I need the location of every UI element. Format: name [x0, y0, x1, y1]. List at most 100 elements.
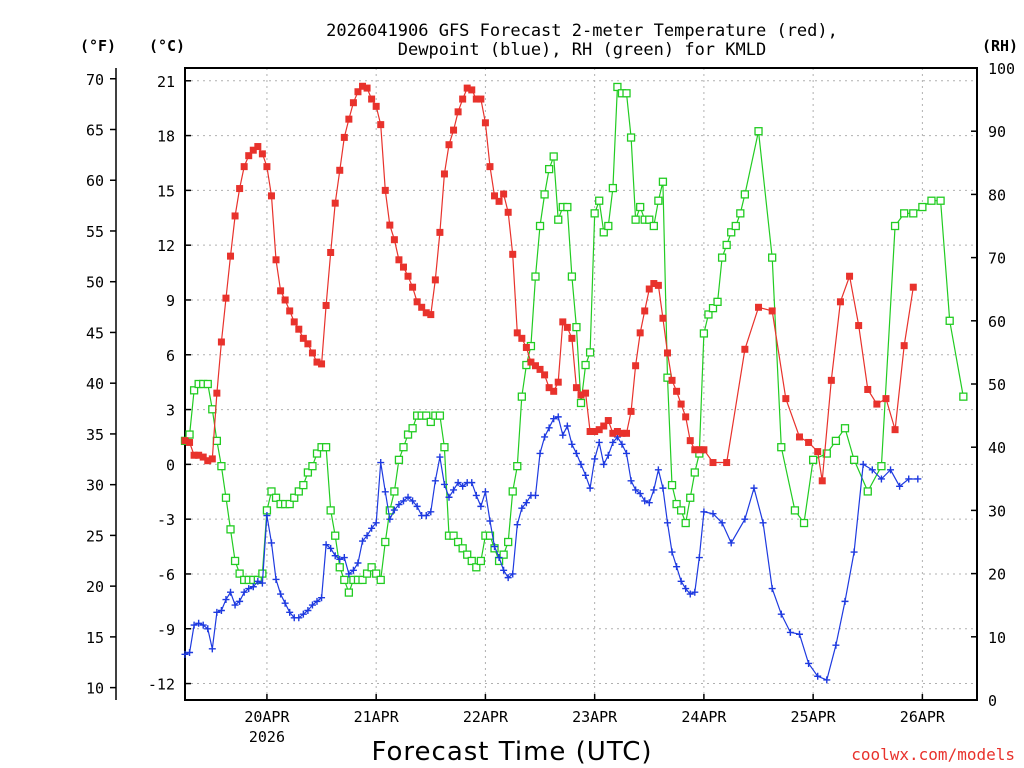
dewpoint-point — [718, 519, 726, 527]
rh-point — [321, 443, 331, 452]
time-tick-year-label: 2026 — [249, 728, 285, 746]
dewpoint-point — [645, 499, 653, 507]
rh-point — [808, 455, 818, 464]
temperature-point — [404, 272, 412, 280]
temperature-point — [577, 391, 585, 399]
rh-point — [636, 202, 645, 212]
dewpoint-point — [390, 506, 398, 514]
celsius-tick-label: 3 — [166, 402, 175, 420]
temperature-point — [354, 88, 362, 96]
temperature-point — [390, 236, 398, 244]
rh-point — [221, 493, 231, 502]
dewpoint-point — [504, 574, 512, 582]
temperature-point — [445, 141, 453, 149]
rh-point — [822, 449, 831, 458]
dewpoint-point — [727, 539, 735, 547]
temperature-point — [513, 329, 521, 337]
rh-point — [927, 196, 936, 205]
rh-point — [426, 417, 435, 427]
temperature-point — [381, 186, 389, 194]
temperature-point — [686, 437, 694, 445]
rh-point — [517, 392, 526, 401]
rh-point — [485, 531, 495, 540]
dewpoint-point — [272, 575, 280, 583]
dewpoint-point — [204, 625, 212, 633]
dewpoint-point — [795, 630, 803, 638]
temperature-point — [595, 426, 603, 434]
time-tick-label: 21APR — [354, 708, 400, 726]
temperature-point — [795, 433, 803, 441]
dewpoint-point — [759, 519, 767, 527]
rh-point — [581, 360, 590, 370]
dewpoint-point — [281, 599, 289, 607]
dewpoint-point — [249, 583, 257, 591]
fahrenheit-tick-label: 45 — [86, 324, 104, 342]
dewpoint-point — [700, 508, 708, 516]
temperature-point — [645, 285, 653, 293]
temperature-point — [459, 95, 467, 103]
temperature-point — [295, 325, 303, 333]
dewpoint-point — [887, 466, 895, 474]
rh-point — [690, 468, 699, 477]
temperature-point — [363, 84, 371, 92]
celsius-tick-label: 9 — [166, 292, 175, 310]
dewpoint-point — [422, 512, 430, 520]
dewpoint-point — [459, 482, 467, 490]
dewpoint-point — [336, 555, 344, 563]
fahrenheit-unit-label: (°F) — [80, 37, 116, 55]
rh-point — [358, 575, 367, 585]
chart-title: 2026041906 GFS Forecast 2-meter Temperat… — [326, 21, 838, 60]
dewpoint-point — [440, 480, 448, 488]
temperature-point — [427, 311, 435, 319]
celsius-tick-label: 6 — [166, 347, 175, 365]
temperature-point — [245, 152, 253, 160]
dewpoint-point — [368, 524, 376, 532]
temperature-point — [677, 400, 685, 408]
temperature-point — [504, 208, 512, 216]
temperature-point — [741, 345, 749, 353]
celsius-tick-label: -6 — [157, 566, 175, 584]
rh-point — [449, 531, 458, 540]
rh-tick-label: 80 — [988, 186, 1006, 204]
dewpoint-point — [436, 453, 444, 461]
rh-tick-label: 100 — [988, 60, 1015, 78]
dewpoint-point — [536, 449, 544, 457]
rh-point — [189, 386, 199, 395]
temperature-point — [909, 283, 917, 291]
rh-point — [667, 480, 677, 490]
dewpoint-point — [650, 486, 658, 494]
series-layer — [180, 82, 968, 684]
temperature-point — [723, 459, 731, 467]
rh-tick-label: 50 — [988, 376, 1006, 394]
celsius-tick-label: -9 — [157, 621, 175, 639]
temperature-point — [554, 378, 562, 386]
rh-point — [453, 537, 463, 547]
rh-point — [267, 487, 276, 496]
temperature-point — [486, 163, 494, 171]
dewpoint-point — [741, 515, 749, 523]
celsius-tick-label: -12 — [148, 676, 175, 694]
rh-tick-label: 10 — [988, 629, 1006, 647]
temperature-point — [632, 362, 640, 370]
dewpoint-point — [481, 488, 489, 496]
fahrenheit-tick-label: 15 — [86, 629, 104, 647]
dewpoint-point — [663, 519, 671, 527]
dewpoint-point — [563, 422, 571, 430]
temperature-point — [755, 303, 763, 311]
dewpoint-point — [586, 484, 594, 492]
temperature-point — [217, 338, 225, 346]
temperature-point — [258, 150, 266, 158]
dewpoint-point — [595, 438, 603, 446]
fahrenheit-tick-label: 55 — [86, 223, 104, 241]
temperature-point — [322, 301, 330, 309]
time-tick-label: 25APR — [791, 708, 837, 726]
temperature-point — [431, 276, 439, 284]
temperature-point — [891, 426, 899, 434]
dewpoint-point — [768, 585, 776, 593]
temperature-point — [768, 307, 776, 315]
dewpoint-point — [372, 519, 380, 527]
temperature-point — [299, 334, 307, 342]
dewpoint-point — [427, 508, 435, 516]
rh-point — [390, 487, 399, 496]
